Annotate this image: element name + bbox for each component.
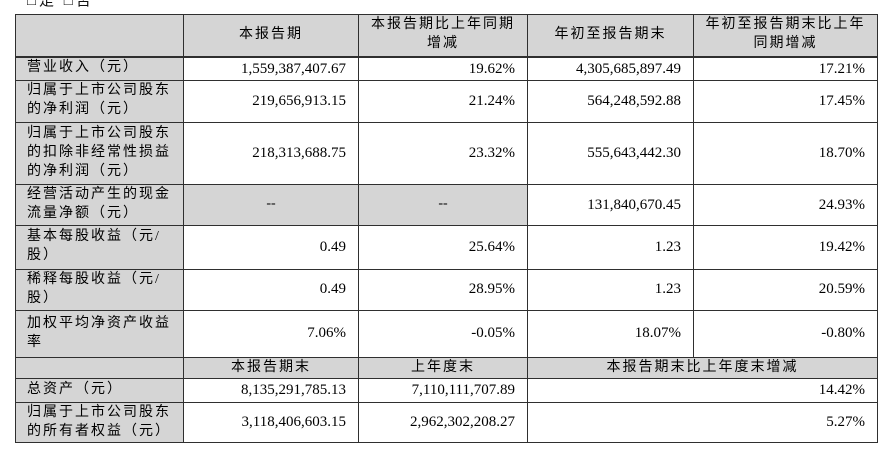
table-subheader-row: 本报告期末 上年度末 本报告期末比上年度末增减 xyxy=(15,356,878,380)
row-weighted-avg-roe: 加权平均净资产收益率 7.06% -0.05% 18.07% -0.80% xyxy=(15,309,878,358)
row-diluted-eps: 稀释每股收益（元/股） 0.49 28.95% 1.23 20.59% xyxy=(15,268,878,311)
value-end-of-last-year: 2,962,302,208.27 xyxy=(358,401,528,444)
row-label: 营业收入（元） xyxy=(15,56,184,81)
value-change-vs-last-year-end: 14.42% xyxy=(527,378,878,403)
value-ytd: 564,248,592.88 xyxy=(527,79,694,123)
table-header-row: 本报告期 本报告期比上年同期增减 年初至报告期末 年初至报告期末比上年同期增减 xyxy=(15,14,878,58)
header-cell-current-period: 本报告期 xyxy=(183,14,359,58)
value-yoy-change: 28.95% xyxy=(358,268,528,311)
value-current-period: 0.49 xyxy=(183,268,359,311)
value-end-of-period: 3,118,406,603.15 xyxy=(183,401,359,444)
value-yoy-change: 23.32% xyxy=(358,121,528,185)
row-operating-revenue: 营业收入（元） 1,559,387,407.67 19.62% 4,305,68… xyxy=(15,56,878,81)
subheader-cell-end-of-period: 本报告期末 xyxy=(183,356,359,380)
row-label: 加权平均净资产收益率 xyxy=(15,309,184,358)
value-ytd: 1.23 xyxy=(527,224,694,270)
row-net-profit-excl-nonrecurring: 归属于上市公司股东的扣除非经常性损益的净利润（元） 218,313,688.75… xyxy=(15,121,878,185)
value-current-period: 219,656,913.15 xyxy=(183,79,359,123)
value-ytd: 1.23 xyxy=(527,268,694,311)
header-cell-ytd: 年初至报告期末 xyxy=(527,14,694,58)
value-ytd: 555,643,442.30 xyxy=(527,121,694,185)
row-label: 归属于上市公司股东的净利润（元） xyxy=(15,79,184,123)
value-yoy-change: -0.05% xyxy=(358,309,528,358)
header-cell-blank xyxy=(15,14,184,58)
row-label: 稀释每股收益（元/股） xyxy=(15,268,184,311)
value-current-period: 0.49 xyxy=(183,224,359,270)
header-cell-ytd-yoy-change: 年初至报告期末比上年同期增减 xyxy=(693,14,878,58)
value-ytd-yoy-change: 18.70% xyxy=(693,121,878,185)
row-operating-cash-flow: 经营活动产生的现金流量净额（元） -- -- 131,840,670.45 24… xyxy=(15,183,878,226)
value-current-period: 7.06% xyxy=(183,309,359,358)
row-basic-eps: 基本每股收益（元/股） 0.49 25.64% 1.23 19.42% xyxy=(15,224,878,270)
value-current-period: 218,313,688.75 xyxy=(183,121,359,185)
value-ytd-yoy-change: -0.80% xyxy=(693,309,878,358)
value-current-period: 1,559,387,407.67 xyxy=(183,56,359,81)
row-label: 总资产（元） xyxy=(15,378,184,403)
row-label: 归属于上市公司股东的扣除非经常性损益的净利润（元） xyxy=(15,121,184,185)
value-ytd: 18.07% xyxy=(527,309,694,358)
row-label: 归属于上市公司股东的所有者权益（元） xyxy=(15,401,184,444)
value-yoy-change: 19.62% xyxy=(358,56,528,81)
row-owners-equity-attributable: 归属于上市公司股东的所有者权益（元） 3,118,406,603.15 2,96… xyxy=(15,401,878,444)
top-note-clipped-text: □是 □否 xyxy=(27,0,247,7)
financial-summary-table: 本报告期 本报告期比上年同期增减 年初至报告期末 年初至报告期末比上年同期增减 … xyxy=(15,14,878,444)
value-ytd-yoy-change: 17.21% xyxy=(693,56,878,81)
row-net-profit-attributable: 归属于上市公司股东的净利润（元） 219,656,913.15 21.24% 5… xyxy=(15,79,878,123)
row-total-assets: 总资产（元） 8,135,291,785.13 7,110,111,707.89… xyxy=(15,378,878,403)
value-yoy-change-na: -- xyxy=(358,183,528,226)
row-label: 经营活动产生的现金流量净额（元） xyxy=(15,183,184,226)
value-ytd: 131,840,670.45 xyxy=(527,183,694,226)
value-ytd-yoy-change: 19.42% xyxy=(693,224,878,270)
value-ytd-yoy-change: 20.59% xyxy=(693,268,878,311)
subheader-cell-end-of-last-year: 上年度末 xyxy=(358,356,528,380)
value-current-period-na: -- xyxy=(183,183,359,226)
value-yoy-change: 21.24% xyxy=(358,79,528,123)
subheader-cell-blank xyxy=(15,356,184,380)
row-label: 基本每股收益（元/股） xyxy=(15,224,184,270)
header-cell-yoy-change: 本报告期比上年同期增减 xyxy=(358,14,528,58)
value-end-of-period: 8,135,291,785.13 xyxy=(183,378,359,403)
value-change-vs-last-year-end: 5.27% xyxy=(527,401,878,444)
value-ytd-yoy-change: 24.93% xyxy=(693,183,878,226)
value-end-of-last-year: 7,110,111,707.89 xyxy=(358,378,528,403)
checkbox-yes-no-text: □是 □否 xyxy=(27,0,247,7)
value-ytd-yoy-change: 17.45% xyxy=(693,79,878,123)
subheader-cell-change-vs-last-year-end: 本报告期末比上年度末增减 xyxy=(527,356,878,380)
value-ytd: 4,305,685,897.49 xyxy=(527,56,694,81)
value-yoy-change: 25.64% xyxy=(358,224,528,270)
